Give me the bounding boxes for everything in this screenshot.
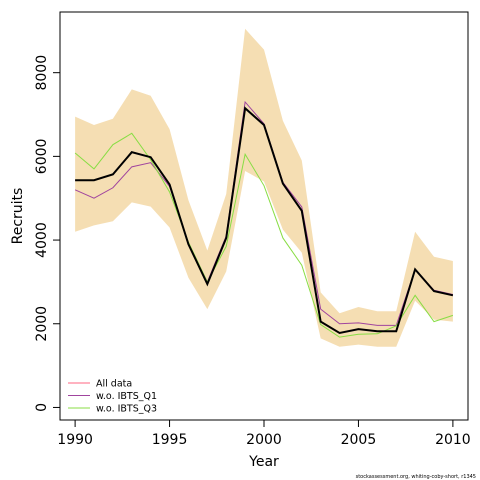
legend-label: All data: [96, 379, 132, 390]
confidence-band: [75, 28, 453, 347]
legend-label: w.o. IBTS_Q3: [96, 404, 157, 415]
legend-label: w.o. IBTS_Q1: [96, 391, 157, 402]
axes-layer: 1990 1995 2000 2005 2010 0 2000 4000 6000 8000: [34, 55, 471, 448]
y-tick-label: 8000: [34, 55, 50, 91]
y-tick-label: 0: [34, 403, 50, 412]
x-tick-label: 2005: [341, 432, 377, 448]
y-tick-label: 6000: [34, 139, 50, 175]
series-line-w-o-ibts-q3: [74, 132, 454, 338]
y-tick-label: 4000: [34, 222, 50, 258]
footnote: stockassessment.org, whiting-coby-short,…: [356, 474, 476, 480]
x-axis-title: Year: [248, 454, 279, 470]
x-tick-label: 1995: [152, 432, 188, 448]
y-axis-title: Recruits: [10, 188, 26, 245]
x-tick-label: 1990: [57, 432, 93, 448]
series-lines-layer: [74, 100, 454, 338]
x-tick-label: 2000: [246, 432, 282, 448]
confidence-band-layer: [75, 28, 453, 347]
y-tick-label: 2000: [34, 306, 50, 342]
base-run-line: [75, 106, 454, 335]
x-tick-label: 2010: [435, 432, 471, 448]
